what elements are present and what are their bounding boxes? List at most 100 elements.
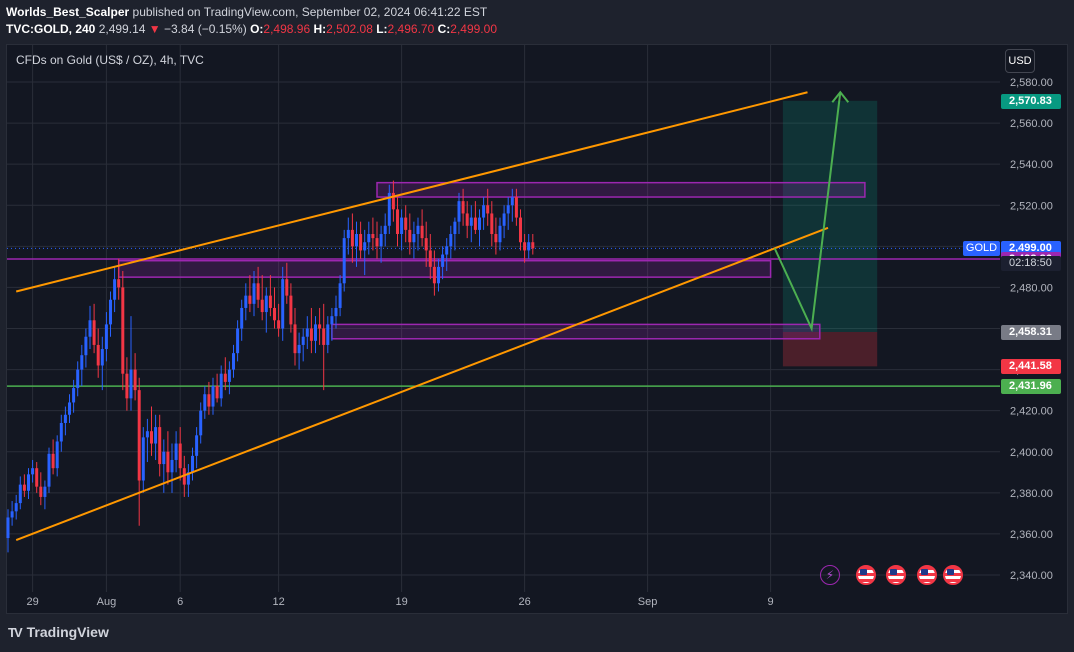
ohlc-legend: TVC:GOLD, 240 2,499.14 ▼ −3.84 (−0.15%) …	[6, 22, 497, 36]
candle-body	[432, 266, 436, 284]
candle-body	[39, 486, 43, 497]
candle-body	[96, 344, 100, 366]
candle-body	[22, 484, 26, 491]
candle-body	[277, 320, 281, 329]
candle-body	[268, 295, 272, 308]
candle-body	[465, 213, 469, 226]
candle-body	[195, 435, 199, 456]
candle-body	[400, 217, 404, 235]
low-label: L:	[376, 22, 388, 36]
publish-header: Worlds_Best_Scalper published on Trading…	[0, 0, 1074, 40]
candle-body	[424, 238, 428, 251]
candle-body	[305, 328, 309, 337]
candle-body	[199, 410, 203, 436]
candle-body	[121, 287, 125, 374]
high-label: H:	[313, 22, 327, 36]
low-value: 2,496.70	[387, 22, 435, 36]
us-flag-icon[interactable]	[886, 565, 906, 585]
candle-body	[449, 234, 453, 247]
price-label: 2,441.58	[1001, 359, 1061, 375]
y-tick-label: 2,380.00	[1010, 488, 1053, 500]
y-tick-label: 2,360.00	[1010, 529, 1053, 541]
candle-body	[72, 388, 76, 403]
candle-body	[59, 422, 63, 442]
price-label: 2,570.83	[1001, 93, 1061, 109]
candle-body	[391, 192, 395, 210]
candle-body	[437, 266, 440, 284]
candle-body	[473, 217, 477, 230]
us-flag-icon[interactable]	[856, 565, 876, 585]
candle-body	[100, 349, 104, 366]
candle-body	[207, 394, 211, 407]
support-zone	[117, 259, 772, 278]
candle-body	[420, 225, 424, 239]
us-flag-icon[interactable]	[917, 565, 937, 585]
candle-body	[478, 217, 481, 230]
candle-body	[92, 320, 96, 345]
candle-body	[35, 468, 39, 487]
candle-body	[457, 201, 461, 222]
candle-body	[273, 307, 276, 321]
candle-body	[490, 213, 494, 235]
event-bolt-icon[interactable]: ⚡	[820, 565, 840, 585]
candle-body	[412, 234, 416, 243]
trend-lines	[15, 90, 850, 542]
candle-body	[355, 234, 358, 247]
candle-body	[527, 242, 531, 251]
candle-body	[55, 441, 59, 469]
x-tick-label: 12	[272, 596, 284, 608]
candle-body	[383, 225, 387, 235]
candle-body	[334, 307, 338, 317]
candle-body	[428, 250, 432, 267]
candle-body	[264, 295, 268, 313]
x-tick-label: 26	[518, 596, 530, 608]
candle-body	[523, 242, 527, 251]
candle-body	[232, 353, 235, 370]
candle-body	[326, 324, 330, 345]
candle-body	[141, 437, 145, 481]
candle-body	[359, 234, 363, 251]
candle-body	[453, 221, 457, 235]
candle-body	[293, 324, 297, 354]
close-label: C:	[437, 22, 451, 36]
candle-body	[531, 242, 535, 249]
candle-body	[186, 472, 190, 485]
candle-body	[104, 324, 108, 350]
x-tick-label: 9	[768, 596, 774, 608]
candle-body	[297, 344, 301, 354]
publish-info: Worlds_Best_Scalper published on Trading…	[6, 5, 487, 19]
candle-body	[68, 402, 71, 415]
candle-body	[166, 451, 170, 473]
currency-button[interactable]: USD	[1005, 49, 1035, 73]
tradingview-icon: TV	[8, 624, 23, 640]
candle-body	[219, 373, 223, 399]
last-price: 2,499.14	[98, 22, 146, 36]
candle-body	[211, 386, 215, 407]
candle-body	[396, 209, 399, 235]
candle-body	[240, 307, 244, 329]
y-tick-label: 2,480.00	[1010, 282, 1053, 294]
candle-body	[63, 414, 67, 423]
tradingview-logo[interactable]: TV TradingView	[8, 624, 109, 640]
candle-body	[129, 369, 133, 399]
candle-body	[285, 279, 289, 296]
candle-body	[154, 427, 158, 444]
candle-body	[486, 205, 490, 214]
author-name[interactable]: Worlds_Best_Scalper	[6, 5, 130, 19]
candle-body	[350, 229, 354, 247]
y-tick-label: 2,520.00	[1010, 200, 1053, 212]
candle-body	[27, 474, 30, 491]
candle-body	[309, 328, 313, 341]
price-change: −3.84 (−0.15%)	[164, 22, 247, 36]
candle-body	[88, 320, 92, 337]
us-flag-icon[interactable]	[943, 565, 963, 585]
candle-body	[174, 443, 178, 460]
candle-body	[51, 453, 55, 469]
brand-name: TradingView	[26, 624, 109, 640]
y-tick-label: 2,540.00	[1010, 159, 1053, 171]
candle-body	[441, 254, 445, 267]
close-value: 2,499.00	[450, 22, 497, 36]
candle-body	[387, 192, 391, 226]
candle-body	[14, 503, 18, 512]
